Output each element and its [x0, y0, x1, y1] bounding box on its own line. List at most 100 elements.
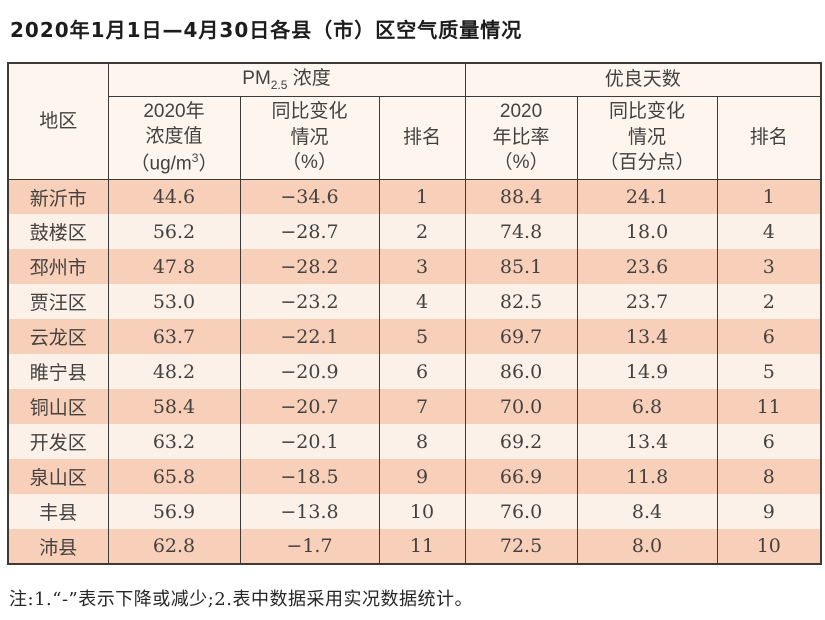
region-cell: 新沂市: [7, 179, 109, 215]
pm-change-cell: −23.2: [239, 284, 380, 320]
rate-line1: 2020: [499, 101, 543, 123]
pm-change-line3: （%）: [282, 152, 337, 174]
pm-change-cell: −22.1: [239, 319, 380, 355]
rate-cell: 76.0: [464, 494, 578, 530]
pm-value-cell: 63.2: [107, 424, 241, 460]
rate-cell: 70.0: [464, 389, 578, 425]
pm-value-cell: 65.8: [107, 459, 241, 495]
rate-change-cell: 23.7: [576, 284, 718, 320]
rate-change-cell: 14.9: [576, 354, 718, 390]
pm-rank-cell: 8: [378, 424, 466, 460]
region-cell: 邳州市: [7, 249, 109, 285]
pm-change-cell: −28.2: [239, 249, 380, 285]
rate-rank-cell: 2: [716, 284, 822, 320]
pm-value-cell: 56.2: [107, 214, 241, 250]
pm-change-cell: −34.6: [239, 179, 380, 215]
pm-rank-cell: 7: [378, 389, 466, 425]
rate-cell: 85.1: [464, 249, 578, 285]
rate-rank-cell: 8: [716, 459, 822, 495]
pm-rank-cell: 2: [378, 214, 466, 250]
rate-change-cell: 8.4: [576, 494, 718, 530]
table-row: 泉山区 65.8 −18.5 9 66.9 11.8 8: [7, 459, 822, 495]
rate-line3: （%）: [493, 152, 549, 174]
pm-change-line1: 同比变化: [271, 101, 348, 123]
region-cell: 铜山区: [7, 389, 109, 425]
rate-rank-cell: 10: [716, 529, 822, 565]
pm-rank-cell: 3: [378, 249, 466, 285]
air-quality-table: 地区 PM2.5 浓度 优良天数 2020年 浓度值 （ug/m3） 同比变化 …: [7, 62, 823, 566]
col-header-pm-change: 同比变化 情况 （%）: [239, 96, 380, 180]
rate-cell: 82.5: [464, 284, 578, 320]
rate-line2: 年比率: [492, 126, 550, 148]
rate-cell: 69.7: [464, 319, 578, 355]
pm-rank-cell: 11: [378, 529, 466, 565]
col-header-pm-rank: 排名: [378, 96, 466, 180]
rate-rank-cell: 6: [716, 319, 822, 355]
rate-change-line3: （百分点）: [599, 152, 695, 174]
pm25-suffix: 浓度: [287, 68, 331, 90]
pm-value-unit-pre: （ug/m: [130, 153, 192, 175]
table-row: 睢宁县 48.2 −20.9 6 86.0 14.9 5: [7, 354, 822, 390]
pm-change-cell: −20.7: [239, 389, 380, 425]
col-header-rate-rank: 排名: [716, 96, 822, 180]
table-row: 贾汪区 53.0 −23.2 4 82.5 23.7 2: [7, 284, 822, 320]
table-row: 鼓楼区 56.2 −28.7 2 74.8 18.0 4: [7, 214, 822, 250]
rate-cell: 72.5: [464, 529, 578, 565]
col-group-good-days: 优良天数: [464, 63, 822, 97]
pm-value-line1: 2020年: [143, 100, 205, 122]
rate-rank-cell: 4: [716, 214, 822, 250]
page-title: 2020年1月1日—4月30日各县（市）区空气质量情况: [10, 18, 523, 42]
rate-rank-cell: 11: [716, 389, 822, 425]
col-header-rate: 2020 年比率 （%）: [464, 96, 578, 180]
col-header-region: 地区: [7, 63, 109, 180]
pm-value-line2: 浓度值: [145, 126, 203, 148]
rate-change-cell: 8.0: [576, 529, 718, 565]
table-row: 丰县 56.9 −13.8 10 76.0 8.4 9: [7, 494, 822, 530]
rate-change-cell: 6.8: [576, 389, 718, 425]
col-header-rate-change: 同比变化 情况 （百分点）: [576, 96, 718, 180]
table-row: 开发区 63.2 −20.1 8 69.2 13.4 6: [7, 424, 822, 460]
col-header-pm-value: 2020年 浓度值 （ug/m3）: [107, 96, 241, 180]
pm-change-cell: −20.9: [239, 354, 380, 390]
header-group-row: 地区 PM2.5 浓度 优良天数: [7, 63, 822, 180]
region-cell: 沛县: [7, 529, 109, 565]
rate-cell: 86.0: [464, 354, 578, 390]
region-cell: 睢宁县: [7, 354, 109, 390]
rate-rank-cell: 6: [716, 424, 822, 460]
pm-change-cell: −28.7: [239, 214, 380, 250]
table-row: 邳州市 47.8 −28.2 3 85.1 23.6 3: [7, 249, 822, 285]
pm-change-cell: −20.1: [239, 424, 380, 460]
pm-value-cell: 56.9: [107, 494, 241, 530]
rate-rank-cell: 5: [716, 354, 822, 390]
rate-change-cell: 24.1: [576, 179, 718, 215]
pm-change-cell: −18.5: [239, 459, 380, 495]
table-row: 云龙区 63.7 −22.1 5 69.7 13.4 6: [7, 319, 822, 355]
pm-value-unit-sup: 3: [191, 150, 199, 165]
table-body: 新沂市 44.6 −34.6 1 88.4 24.1 1 鼓楼区 56.2 −2…: [7, 179, 822, 565]
pm-value-cell: 58.4: [107, 389, 241, 425]
region-cell: 鼓楼区: [7, 214, 109, 250]
rate-rank-cell: 1: [716, 179, 822, 215]
rate-change-line2: 情况: [628, 126, 667, 148]
table-row: 沛县 62.8 −1.7 11 72.5 8.0 10: [7, 529, 822, 565]
pm-value-cell: 53.0: [107, 284, 241, 320]
pm-value-cell: 62.8: [107, 529, 241, 565]
pm-value-cell: 47.8: [107, 249, 241, 285]
header-sub-row: 2020年 浓度值 （ug/m3） 同比变化 情况 （%） 排名 2020 年比…: [8, 96, 822, 180]
table-header: 地区 PM2.5 浓度 优良天数 2020年 浓度值 （ug/m3） 同比变化 …: [7, 63, 822, 180]
pm-rank-cell: 6: [378, 354, 466, 390]
region-cell: 云龙区: [7, 319, 109, 355]
pm-rank-cell: 4: [378, 284, 466, 320]
rate-change-line1: 同比变化: [609, 101, 686, 123]
region-cell: 贾汪区: [7, 284, 109, 320]
rate-cell: 66.9: [464, 459, 578, 495]
region-cell: 开发区: [7, 424, 109, 460]
pm-change-cell: −1.7: [239, 529, 380, 565]
pm-rank-cell: 10: [378, 494, 466, 530]
rate-change-cell: 11.8: [576, 459, 718, 495]
region-cell: 泉山区: [7, 459, 109, 495]
footnote: 注:1.“-”表示下降或减少;2.表中数据采用实况数据统计。: [9, 589, 473, 611]
rate-cell: 88.4: [464, 179, 578, 215]
pm-rank-cell: 5: [378, 319, 466, 355]
rate-change-cell: 18.0: [576, 214, 718, 250]
